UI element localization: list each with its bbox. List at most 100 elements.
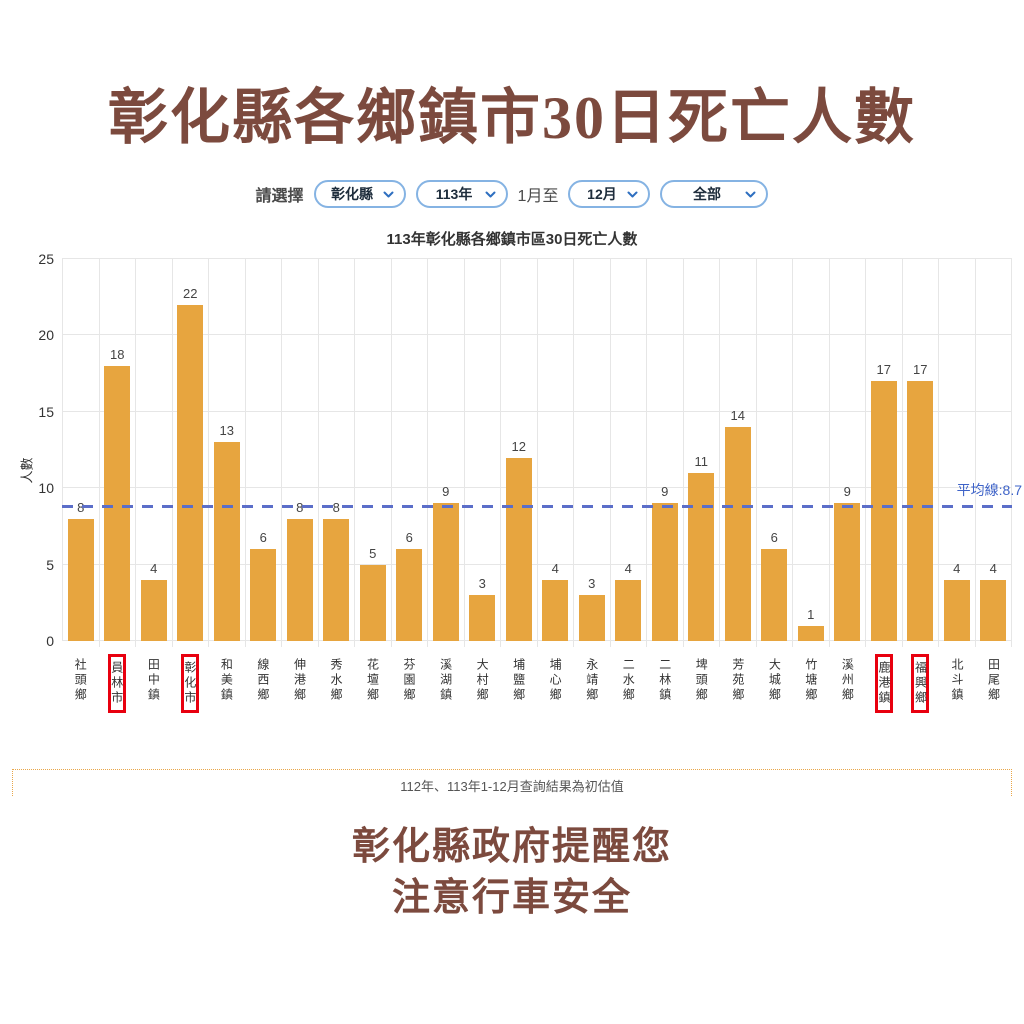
bar-value-label: 11 [694,453,709,469]
y-tick-label: 20 [38,327,54,344]
bar [907,381,934,641]
bar-cell: 6 [757,259,793,647]
y-tick-label: 0 [46,633,54,649]
bar [104,365,131,641]
end-month-select-value: 12月 [587,186,617,202]
x-tick-label: 田中鎮 [146,658,161,703]
bar [505,457,532,641]
y-tick-label: 5 [46,556,54,573]
bar-cell: 11 [684,259,720,647]
bar-chart: 人數 0510152025818422136885693124349111461… [5,249,1022,721]
bar [615,579,642,641]
bar-cell: 22 [173,259,209,647]
bar-value-label: 9 [661,484,669,500]
x-label-cell: 二水鄉 [610,649,647,713]
bar [359,564,386,641]
bar-cell: 4 [538,259,574,647]
bar-value-label: 13 [219,423,234,439]
bar [870,381,897,641]
x-label-cell: 田尾鄉 [975,649,1012,713]
chart-title: 113年彰化縣各鄉鎮市區30日死亡人數 [386,231,638,248]
y-tick-label: 10 [38,480,54,497]
bar-cell: 13 [209,259,246,647]
x-tick-label: 埔心鄉 [548,658,563,703]
x-label-cell: 花壇鄉 [354,649,391,713]
bar-cell: 4 [939,259,976,647]
bar-value-label: 6 [259,530,267,546]
bar-value-label: 4 [551,560,559,576]
x-label-cell: 溪湖鎮 [427,649,464,713]
x-tick-label: 芬園鄉 [402,658,417,703]
bar-cell: 9 [428,259,465,647]
x-tick-label: 和美鎮 [219,658,234,703]
bar-value-label: 4 [989,560,997,576]
bar-cell: 9 [647,259,684,647]
page-title: 彰化縣各鄉鎮市30日死亡人數 [108,85,916,151]
average-line-label: 平均線:8.7 [956,482,1022,499]
bar-cell: 1 [793,259,830,647]
x-axis-labels: 社頭鄉 員林市 田中鎮 彰化市 和美鎮 線西鄉 伸港鄉 秀水鄉 花壇鄉 芬園鄉 溪湖鎮 大村鄉 埔鹽鄉 埔… [62,649,1012,713]
footer-message-line1: 彰化縣政府提醒您 [351,826,672,868]
bar [688,472,715,641]
x-label-cell: 大村鄉 [464,649,501,713]
bar-value-label: 3 [478,576,486,592]
x-label-cell: 埔心鄉 [537,649,574,713]
bar-cell: 8 [282,259,319,647]
x-tick-label: 伸港鄉 [292,658,307,703]
x-tick-label: 永靖鄉 [584,658,599,703]
filter-label: 請選擇 [255,188,304,205]
bar [177,304,204,641]
x-tick-label: 福興鄉 [913,661,928,706]
highlight-box: 彰化市 [180,654,199,713]
highlight-box: 福興鄉 [911,654,930,713]
chevron-down-icon [383,191,394,197]
average-line [62,505,1012,509]
x-tick-label: 埤頭鄉 [694,658,709,703]
x-tick-label: 花壇鄉 [365,658,380,703]
x-label-cell: 田中鎮 [135,649,172,713]
grid-line [62,258,1012,259]
bar-value-label: 4 [953,560,961,576]
bar-cell: 8 [62,259,100,647]
bar [469,595,496,641]
bar-cell: 4 [976,259,1012,647]
month-range-join-text: 1月至 [517,188,559,205]
x-label-cell: 芳苑鄉 [720,649,757,713]
county-select[interactable]: 彰化縣 [313,180,406,208]
bar [67,518,94,641]
x-label-cell: 和美鎮 [208,649,245,713]
category-select-value: 全部 [692,186,721,202]
x-label-cell: 福興鄉 [902,649,939,713]
bar-cell: 17 [903,259,939,647]
x-tick-label: 鹿港鎮 [876,661,891,706]
x-label-cell: 社頭鄉 [62,649,99,713]
x-tick-label: 埔鹽鄉 [511,658,526,703]
x-label-cell: 埔鹽鄉 [500,649,537,713]
bar-value-label: 9 [843,484,851,500]
chevron-down-icon [627,191,638,197]
x-tick-label: 溪湖鎮 [438,658,453,703]
bar-value-label: 18 [110,346,125,362]
bar-value-label: 14 [730,408,745,424]
end-month-select[interactable]: 12月 [568,180,651,208]
x-label-cell: 埤頭鄉 [683,649,720,713]
x-tick-label: 大村鄉 [475,658,490,703]
highlight-box: 鹿港鎮 [874,654,893,713]
bar [943,579,970,641]
bar-cell: 12 [501,259,538,647]
bar [980,579,1007,641]
highlight-box: 員林市 [107,654,126,713]
filter-bar: 請選擇 彰化縣 113年 1月至 12月 全部 [0,180,1024,208]
category-select[interactable]: 全部 [660,180,769,208]
footer-message: 彰化縣政府提醒您 注意行車安全 [0,822,1024,925]
bar-value-label: 4 [624,560,632,576]
bar-value-label: 6 [770,530,778,546]
x-label-cell: 員林市 [99,649,136,713]
data-note: 112年、113年1-12月查詢結果為初估值 [12,769,1012,796]
bar-value-label: 3 [588,576,596,592]
bar [323,518,350,641]
bar-cell: 5 [355,259,392,647]
year-select[interactable]: 113年 [415,180,508,208]
bar [250,549,277,641]
x-tick-label: 社頭鄉 [73,658,88,703]
